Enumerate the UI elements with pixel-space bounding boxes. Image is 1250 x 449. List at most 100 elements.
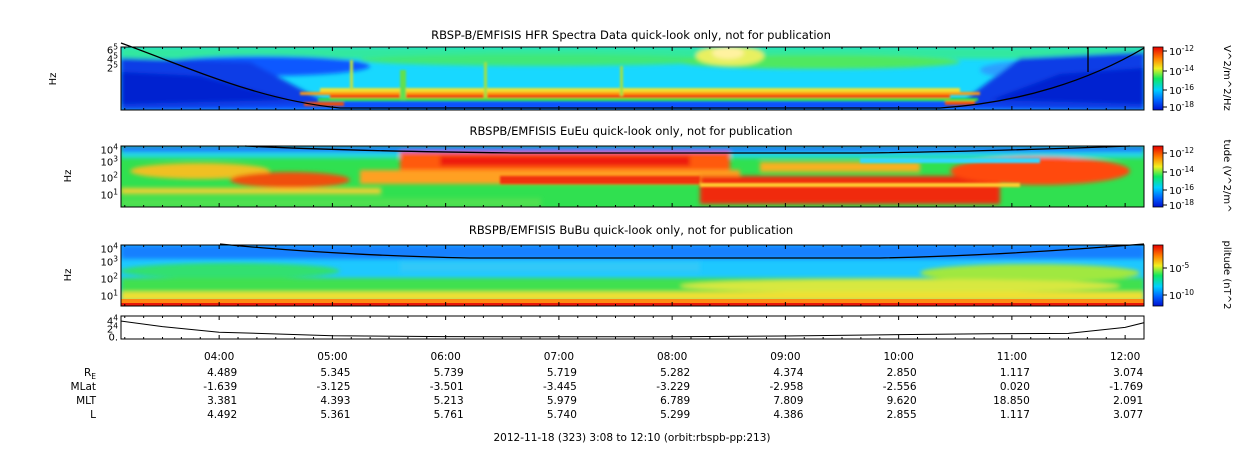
y-tick-label-exponent: 2 [113, 272, 118, 281]
y-tick-label-mantissa: 10 [100, 174, 113, 185]
ephemeris-value: -3.125 [317, 381, 351, 393]
hfr-y-label: Hz [48, 73, 59, 86]
ephemeris-label-text: MLat [71, 381, 96, 393]
colorbar-tick-label-mantissa: 10 [1169, 86, 1182, 97]
eueu-y-label: Hz [63, 170, 74, 183]
ephemeris-value: 7.809 [773, 395, 803, 407]
ephemeris-value: 5.345 [320, 367, 350, 379]
ephemeris-value: 6.789 [660, 395, 690, 407]
colorbar-tick-label-mantissa: 10 [1169, 103, 1182, 114]
colorbar-tick-label-mantissa: 10 [1169, 149, 1182, 160]
ephemeris-value: 3.381 [207, 395, 237, 407]
y-tick-label-mantissa: 10 [100, 292, 113, 303]
colorbar-tick-label-exponent: -5 [1182, 261, 1190, 270]
colorbar-tick-label-mantissa: 10 [1169, 47, 1182, 58]
y-tick-label-mantissa: 10 [100, 146, 113, 157]
colorbar-tick-label-exponent: -16 [1182, 183, 1194, 192]
ephemeris-value: 0.020 [1000, 381, 1030, 393]
ephemeris-value: 5.739 [434, 367, 464, 379]
colorbar-tick-label-exponent: -12 [1182, 146, 1194, 155]
ephemeris-label-text: L [90, 409, 96, 421]
hfr-frame [120, 46, 1145, 111]
colorbar-tick-label-mantissa: 10 [1169, 186, 1182, 197]
y-tick-label: 45 [107, 52, 118, 66]
ephemeris-value: 4.374 [773, 367, 803, 379]
y-tick-label-mantissa: 10 [100, 245, 113, 256]
colorbar-tick-label: 10-10 [1169, 288, 1194, 302]
colorbar-tick-label-mantissa: 10 [1169, 201, 1182, 212]
ephemeris-value: 4.492 [207, 409, 237, 421]
y-tick-label-exponent: 5 [113, 43, 118, 52]
bubu-cutoff-curve [219, 243, 1145, 259]
hfr-cutoff-curve [120, 42, 1145, 109]
y-tick-label-exponent: 3 [113, 155, 118, 164]
hfr-spectrogram [121, 47, 1144, 110]
ephemeris-label-text: R [84, 367, 91, 379]
bubu-colorbar [1152, 244, 1164, 307]
ephemeris-row-label: MLat [71, 381, 96, 393]
bubu-colorbar-label: plitude (nT^2 [1221, 241, 1232, 310]
ephemeris-value: 2.091 [1113, 395, 1143, 407]
y-tick-label-mantissa: 10 [100, 191, 113, 202]
colorbar-tick-label-exponent: -16 [1182, 83, 1194, 92]
y-tick-label-mantissa: 6 [107, 46, 113, 57]
hfr-panel-title: RBSP-B/EMFISIS HFR Spectra Data quick-lo… [431, 28, 831, 42]
time-tick-label: 05:00 [317, 351, 347, 363]
ephemeris-value: -3.501 [430, 381, 464, 393]
ephemeris-value: 5.979 [547, 395, 577, 407]
y-tick-label-mantissa: 4 [107, 55, 113, 66]
y-tick-label: 103 [100, 255, 118, 269]
y-tick-label-exponent: 5 [113, 52, 118, 61]
colorbar-tick-label-exponent: -14 [1182, 64, 1194, 73]
footer-date-range: 2012-11-18 (323) 3:08 to 12:10 (orbit:rb… [494, 432, 771, 444]
eueu-panel-title: RBSPB/EMFISIS EuEu quick-look only, not … [469, 124, 792, 138]
bubu-panel-title: RBSPB/EMFISIS BuBu quick-look only, not … [469, 223, 793, 237]
time-tick-label: 06:00 [431, 351, 461, 363]
colorbar-tick-label: 10-14 [1169, 64, 1194, 78]
ephemeris-value: 4.386 [773, 409, 803, 421]
colorbar-tick-label-exponent: -12 [1182, 44, 1194, 53]
y-tick-label-exponent: 4 [113, 242, 118, 251]
hfr-colorbar-label: V^2/m^2/Hz [1221, 45, 1232, 111]
colorbar-tick-label: 10-18 [1169, 198, 1194, 212]
colorbar-tick-label-exponent: -18 [1182, 198, 1194, 207]
colorbar-tick-label: 10-14 [1169, 165, 1194, 179]
y-tick-label-mantissa: 2 [107, 325, 113, 336]
y-tick-label-mantissa: 10 [100, 258, 113, 269]
ephemeris-label-subscript: E [91, 372, 96, 381]
colorbar-tick-label: 10-12 [1169, 44, 1194, 58]
eueu-colorbar [1152, 145, 1164, 208]
y-tick-label-mantissa: 10 [100, 158, 113, 169]
y-tick-label-exponent: 1 [113, 289, 118, 298]
eueu-cutoff-curve [244, 145, 1131, 154]
bubu-spectrogram [121, 245, 1144, 306]
ephemeris-label-text: MLT [76, 395, 96, 407]
colorbar-tick-label: 10-12 [1169, 146, 1194, 160]
y-tick-label-exponent: 3 [113, 255, 118, 264]
ephemeris-value: 9.620 [887, 395, 917, 407]
colorbar-tick-label-mantissa: 10 [1169, 264, 1182, 275]
y-tick-label: 0. [108, 333, 118, 344]
ephemeris-value: 4.393 [320, 395, 350, 407]
ephemeris-value: 2.850 [887, 367, 917, 379]
ephemeris-value: 5.299 [660, 409, 690, 421]
y-tick-label: 44 [107, 314, 118, 328]
ephemeris-value: 5.361 [320, 409, 350, 421]
ephemeris-value: 5.282 [660, 367, 690, 379]
hfr-colorbar [1152, 46, 1164, 111]
ephemeris-value: -1.639 [203, 381, 237, 393]
colorbar-tick-label: 10-5 [1169, 261, 1189, 275]
ephemeris-table: RE 4.489 5.345 5.739 5.719 5.282 4.374 2.850 1.1… [71, 367, 1144, 421]
time-tick-label: 12:00 [1110, 351, 1140, 363]
time-tick-label: 10:00 [883, 351, 913, 363]
ephemeris-value: -2.958 [770, 381, 804, 393]
ephemeris-value: -1.769 [1109, 381, 1143, 393]
ephemeris-value: -2.556 [883, 381, 917, 393]
y-tick-label-exponent: 2 [113, 171, 118, 180]
y-tick-label: 101 [100, 289, 118, 303]
y-tick-label: 102 [100, 272, 118, 286]
ephemeris-value: 18.850 [993, 395, 1030, 407]
